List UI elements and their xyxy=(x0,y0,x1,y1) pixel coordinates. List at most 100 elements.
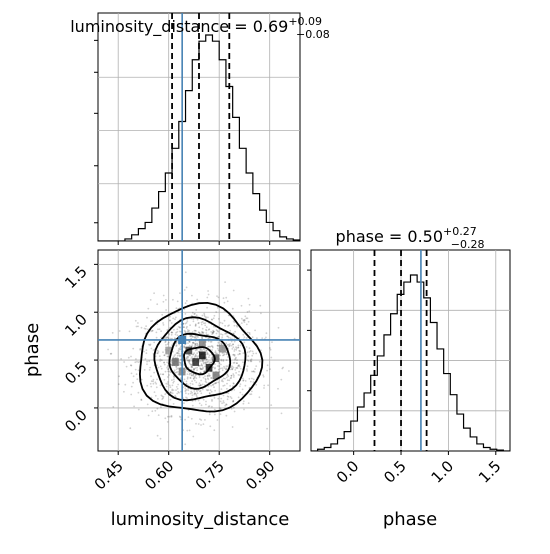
scatter-point xyxy=(201,320,204,323)
scatter-point xyxy=(246,331,249,334)
scatter-point xyxy=(231,367,234,370)
scatter-point xyxy=(189,372,191,375)
scatter-point xyxy=(220,380,223,382)
scatter-point xyxy=(167,368,170,370)
scatter-point xyxy=(215,381,218,384)
scatter-point xyxy=(233,340,236,343)
scatter-point xyxy=(213,397,216,399)
scatter-point xyxy=(168,384,171,387)
scatter-point xyxy=(227,314,230,317)
scatter-point xyxy=(178,347,180,350)
scatter-point xyxy=(229,385,232,387)
scatter-point xyxy=(162,397,164,400)
scatter-point xyxy=(220,363,222,366)
scatter-point xyxy=(216,344,219,347)
scatter-point xyxy=(250,393,253,396)
scatter-point xyxy=(153,292,156,295)
scatter-point xyxy=(236,325,239,328)
scatter-point xyxy=(201,383,204,386)
scatter-point xyxy=(166,328,169,331)
scatter-point xyxy=(150,375,152,378)
scatter-point xyxy=(221,336,224,339)
scatter-point xyxy=(208,362,211,365)
scatter-point xyxy=(146,360,149,363)
scatter-point xyxy=(184,389,187,392)
scatter-point xyxy=(256,337,258,339)
scatter-point xyxy=(232,382,235,385)
scatter-point xyxy=(125,365,128,368)
scatter-point xyxy=(93,328,95,330)
scatter-point xyxy=(123,361,125,363)
scatter-point xyxy=(232,320,235,322)
scatter-point xyxy=(118,375,120,378)
scatter-point xyxy=(190,390,193,393)
scatter-point xyxy=(262,375,265,378)
scatter-point xyxy=(140,399,143,401)
scatter-point xyxy=(203,370,206,372)
scatter-point xyxy=(248,347,251,350)
scatter-point xyxy=(208,392,211,394)
scatter-point xyxy=(174,318,176,321)
scatter-point xyxy=(157,366,160,369)
scatter-point xyxy=(147,414,150,417)
scatter-point xyxy=(170,331,173,334)
scatter-point xyxy=(214,382,217,385)
scatter-point xyxy=(177,383,180,386)
scatter-point xyxy=(145,349,148,351)
scatter-point xyxy=(196,348,199,351)
scatter-point xyxy=(197,399,200,402)
scatter-point xyxy=(191,391,194,394)
scatter-point xyxy=(188,373,191,376)
scatter-point xyxy=(239,374,242,376)
scatter-point xyxy=(200,323,203,326)
scatter-point xyxy=(197,355,200,357)
scatter-point xyxy=(201,330,203,333)
scatter-point xyxy=(188,329,191,332)
scatter-point xyxy=(170,414,173,417)
scatter-point xyxy=(210,361,213,364)
scatter-point xyxy=(212,331,215,333)
scatter-point xyxy=(223,365,225,368)
scatter-point xyxy=(166,336,169,339)
scatter-point xyxy=(233,388,236,391)
scatter-point xyxy=(203,370,205,373)
scatter-point xyxy=(194,343,197,345)
scatter-point xyxy=(151,330,154,332)
scatter-point xyxy=(196,342,198,345)
scatter-point xyxy=(151,329,154,332)
scatter-point xyxy=(216,295,218,297)
scatter-point xyxy=(250,370,253,373)
scatter-point xyxy=(191,335,194,338)
scatter-point xyxy=(204,361,207,364)
scatter-point xyxy=(195,381,198,384)
scatter-point xyxy=(134,368,137,371)
scatter-point xyxy=(219,321,222,324)
scatter-point xyxy=(203,349,206,351)
scatter-point xyxy=(167,381,169,383)
scatter-point xyxy=(187,389,190,392)
scatter-point xyxy=(194,374,197,377)
histogram-bin xyxy=(280,237,287,241)
scatter-point xyxy=(179,292,181,294)
scatter-point xyxy=(197,423,200,425)
scatter-point xyxy=(183,350,185,353)
scatter-point xyxy=(177,367,179,370)
scatter-point xyxy=(207,385,210,388)
scatter-point xyxy=(251,377,253,380)
scatter-point xyxy=(137,408,140,411)
scatter-point xyxy=(149,299,152,301)
scatter-point xyxy=(130,393,133,396)
scatter-point xyxy=(229,396,232,398)
scatter-point xyxy=(212,332,215,335)
scatter-point xyxy=(148,360,151,363)
scatter-point xyxy=(194,345,197,348)
scatter-point xyxy=(237,344,240,347)
scatter-point xyxy=(219,367,222,370)
scatter-point xyxy=(155,382,158,385)
scatter-point xyxy=(193,355,196,358)
scatter-point xyxy=(170,331,173,334)
scatter-point xyxy=(165,382,168,385)
scatter-point xyxy=(205,328,207,331)
scatter-point xyxy=(227,343,230,346)
scatter-point xyxy=(232,406,235,409)
